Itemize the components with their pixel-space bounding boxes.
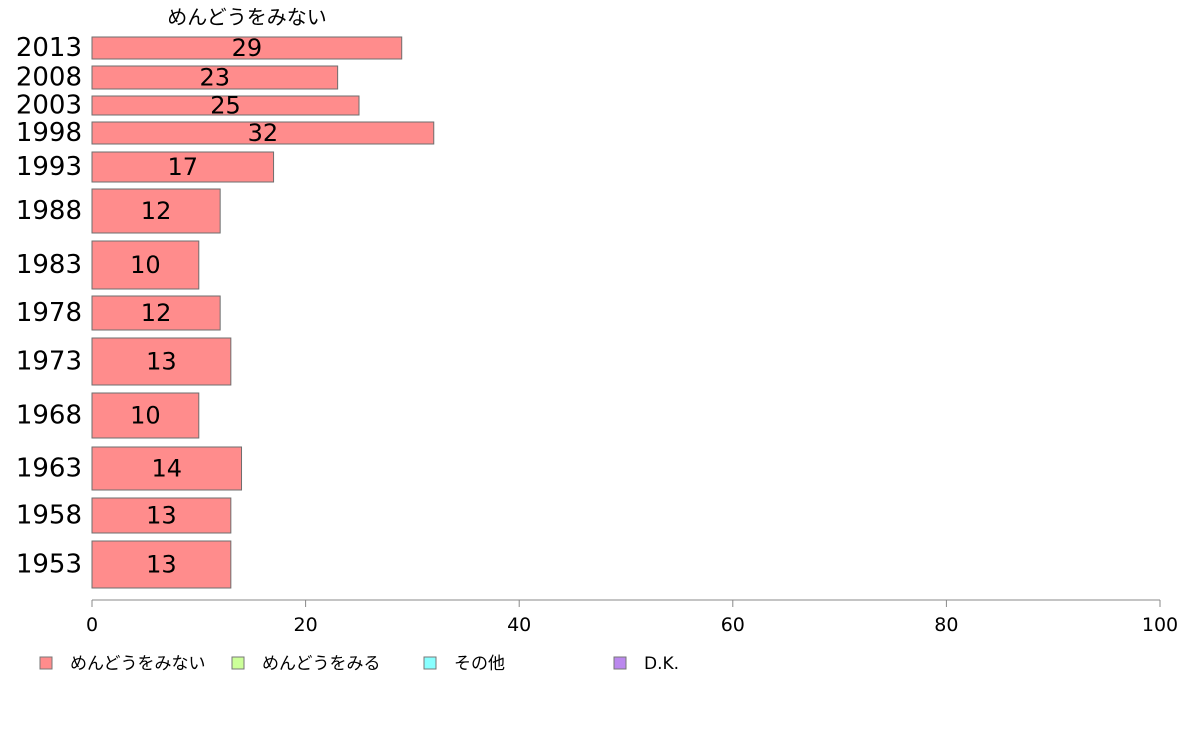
value-label-2003: 25	[210, 92, 241, 120]
value-label-1978: 12	[141, 299, 172, 327]
category-label-2013: 2013	[16, 33, 82, 63]
category-label-1988: 1988	[16, 196, 82, 226]
legend-label-1: めんどうをみる	[262, 654, 381, 674]
category-label-1958: 1958	[16, 501, 82, 531]
bar-1958	[91, 497, 232, 534]
category-label-2008: 2008	[16, 63, 82, 93]
category-label-1963: 1963	[16, 454, 82, 484]
value-label-1968: 10	[130, 402, 161, 430]
category-label-1993: 1993	[16, 152, 82, 182]
category-label-1998: 1998	[16, 118, 82, 148]
legend-swatch-1	[231, 656, 245, 670]
value-label-1993: 17	[168, 153, 199, 181]
x-tick-label-0: 0	[86, 614, 98, 636]
x-tick-label-40: 40	[507, 614, 531, 636]
legend-label-0: めんどうをみない	[70, 654, 206, 674]
value-label-1958: 13	[146, 502, 177, 530]
category-label-1953: 1953	[16, 550, 82, 580]
value-label-1998: 32	[248, 119, 279, 147]
category-label-1978: 1978	[16, 298, 82, 328]
x-tick-label-100: 100	[1142, 614, 1178, 636]
x-axis: 0 20 40 60 80 100	[86, 599, 1178, 636]
bar-1968	[91, 392, 200, 439]
bar-1978	[91, 295, 221, 331]
bar-1988	[91, 188, 221, 234]
value-label-1988: 12	[141, 197, 172, 225]
bar-1983	[91, 240, 200, 290]
category-label-1983: 1983	[16, 250, 82, 280]
x-tick-label-80: 80	[934, 614, 958, 636]
value-label-2008: 23	[200, 64, 231, 92]
bar-2013	[91, 36, 403, 60]
category-label-1968: 1968	[16, 401, 82, 431]
value-label-1953: 13	[146, 551, 177, 579]
legend-swatch-0	[39, 656, 53, 670]
x-tick-label-20: 20	[294, 614, 318, 636]
value-label-1963: 14	[151, 455, 182, 483]
category-label-1973: 1973	[16, 347, 82, 377]
chart-series-title: めんどうをみない	[167, 5, 326, 29]
category-label-2003: 2003	[16, 91, 82, 121]
value-label-2013: 29	[232, 34, 263, 62]
bars-group: 2013 29 2008 23 2003 25 1998 32 1993 17 1988 12 1983…	[16, 33, 435, 589]
value-label-1983: 10	[130, 251, 161, 279]
legend: めんどうをみない めんどうをみる その他 D.K.	[39, 654, 679, 674]
bar-1973	[91, 337, 232, 386]
x-tick-label-60: 60	[721, 614, 745, 636]
legend-swatch-2	[423, 656, 437, 670]
legend-label-2: その他	[454, 654, 505, 674]
bar-1998	[91, 121, 435, 145]
legend-swatch-3	[613, 656, 627, 670]
bar-1993	[91, 151, 275, 183]
legend-label-3: D.K.	[644, 654, 679, 674]
bar-1953	[91, 540, 232, 589]
bar-1963	[91, 446, 243, 491]
bar-2008	[91, 65, 339, 90]
bar-2003	[91, 95, 360, 116]
value-label-1973: 13	[146, 348, 177, 376]
